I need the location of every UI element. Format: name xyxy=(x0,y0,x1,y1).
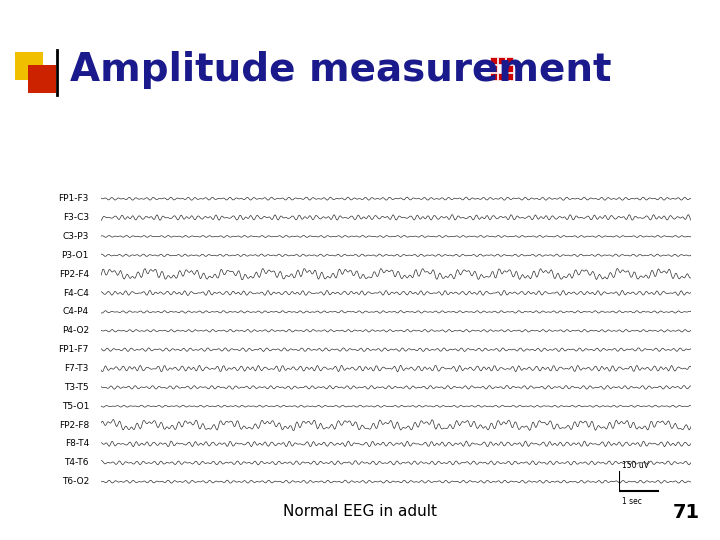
Text: P4-O2: P4-O2 xyxy=(62,326,89,335)
Text: P3-O1: P3-O1 xyxy=(62,251,89,260)
Text: 150 uV: 150 uV xyxy=(623,461,649,470)
Text: FP2-F8: FP2-F8 xyxy=(59,421,89,430)
Text: Normal EEG in adult: Normal EEG in adult xyxy=(283,504,437,519)
Text: Amplitude measurement: Amplitude measurement xyxy=(70,51,611,89)
Text: C3-P3: C3-P3 xyxy=(63,232,89,241)
Text: 1 sec: 1 sec xyxy=(623,497,642,505)
FancyBboxPatch shape xyxy=(490,57,497,64)
FancyBboxPatch shape xyxy=(490,73,497,80)
Text: T4-T6: T4-T6 xyxy=(65,458,89,467)
Text: FP2-F4: FP2-F4 xyxy=(59,269,89,279)
FancyBboxPatch shape xyxy=(498,57,505,64)
Text: C4-P4: C4-P4 xyxy=(63,307,89,316)
Text: F8-T4: F8-T4 xyxy=(65,440,89,449)
Text: F4-C4: F4-C4 xyxy=(63,288,89,298)
FancyBboxPatch shape xyxy=(506,57,513,64)
Text: F7-T3: F7-T3 xyxy=(65,364,89,373)
Text: F3-C3: F3-C3 xyxy=(63,213,89,222)
FancyBboxPatch shape xyxy=(490,65,497,72)
Text: FP1-F7: FP1-F7 xyxy=(58,345,89,354)
Text: 71: 71 xyxy=(673,503,700,522)
Text: FP1-F3: FP1-F3 xyxy=(58,194,89,203)
FancyBboxPatch shape xyxy=(506,65,513,72)
Text: T6-O2: T6-O2 xyxy=(62,477,89,486)
FancyBboxPatch shape xyxy=(28,65,56,93)
FancyBboxPatch shape xyxy=(15,52,43,80)
FancyBboxPatch shape xyxy=(506,73,513,80)
Text: T3-T5: T3-T5 xyxy=(64,383,89,392)
FancyBboxPatch shape xyxy=(498,73,505,80)
Text: T5-O1: T5-O1 xyxy=(62,402,89,411)
